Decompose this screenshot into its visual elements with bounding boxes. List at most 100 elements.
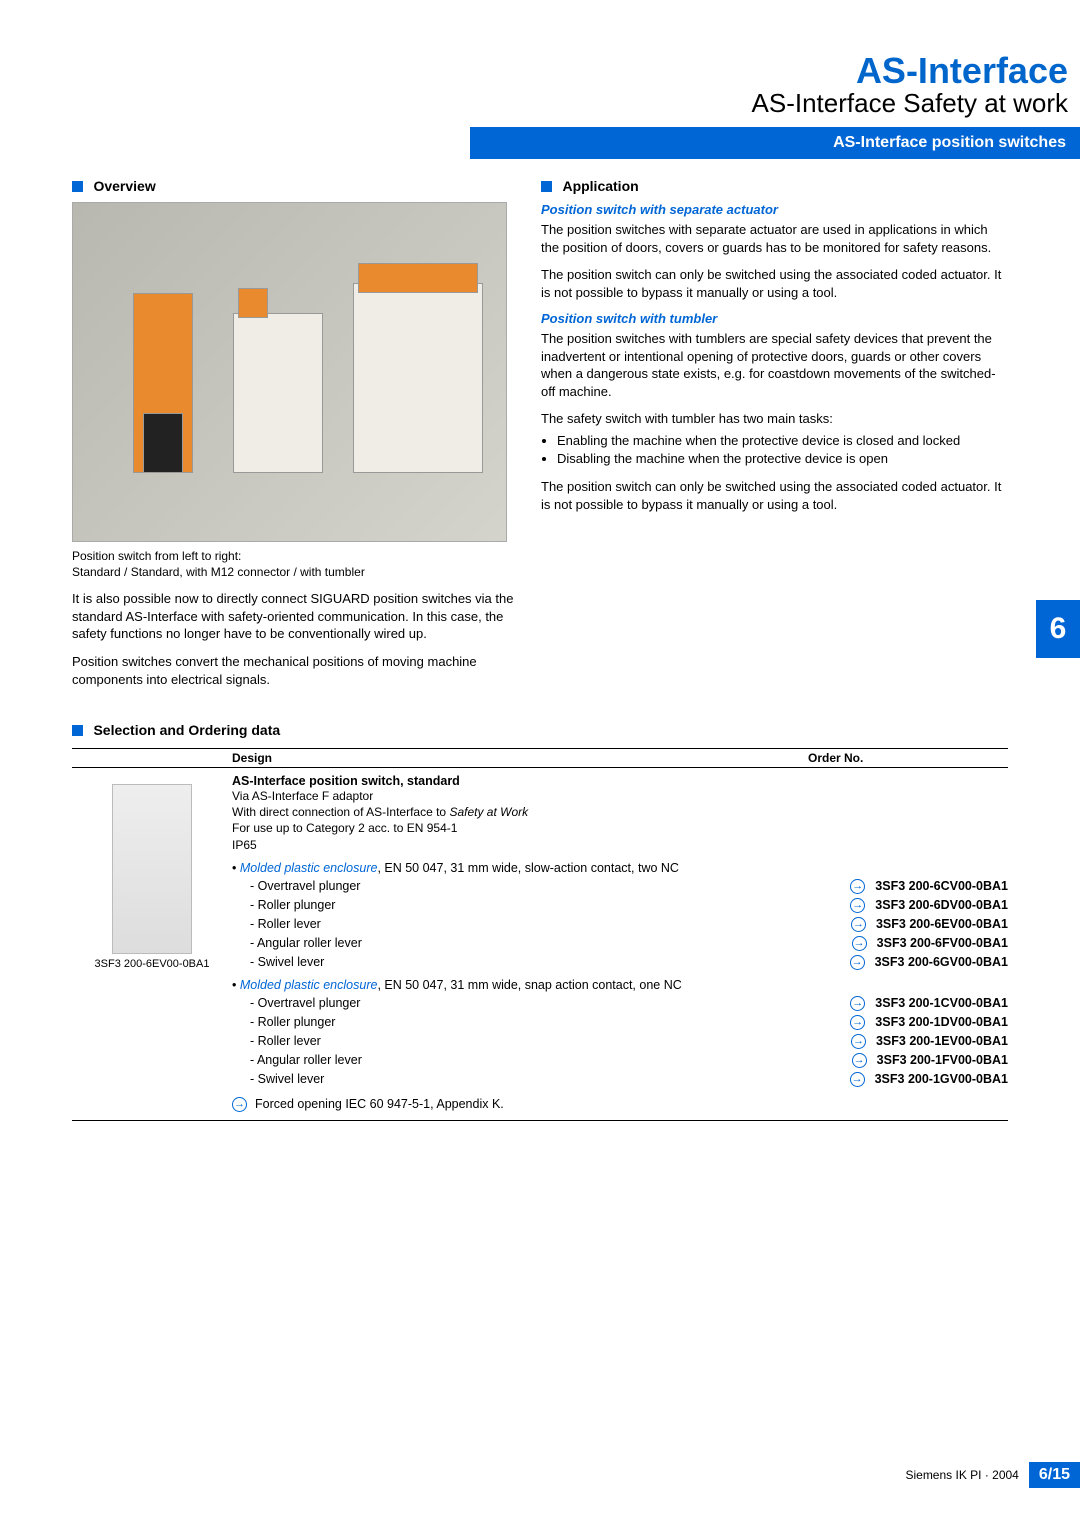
ordering-section: Selection and Ordering data Design Order…	[72, 722, 1008, 1121]
legend-text: Forced opening IEC 60 947-5-1, Appendix …	[255, 1097, 504, 1111]
ordering-row: - Angular roller lever→3SF3 200-1FV00-0B…	[232, 1053, 1008, 1068]
overview-image	[72, 202, 507, 542]
application-p5: The position switch can only be switched…	[541, 478, 1008, 513]
footer-page-number: 6/15	[1029, 1462, 1080, 1488]
ordering-row: - Angular roller lever → 3SF3 200-6FV00-0B…	[232, 936, 1008, 951]
ordering-row-label: - Overtravel plunger	[232, 996, 360, 1010]
ordering-row-right: → 3SF3 200-1CV00-0BA1	[850, 996, 1008, 1011]
th-orderno: Order No.	[808, 751, 1008, 765]
forced-opening-arrow-icon: →	[850, 1015, 865, 1030]
application-heading: Application	[562, 178, 638, 194]
overview-column: Overview Position switch from left to ri…	[72, 178, 517, 688]
ordering-row-right: →3SF3 200-1DV00-0BA1	[850, 1015, 1008, 1030]
page-footer: Siemens IK PI · 2004 6/15	[905, 1462, 1080, 1488]
section-marker-icon	[72, 725, 83, 736]
table-body: 3SF3 200-6EV00-0BA1 AS-Interface positio…	[72, 768, 1008, 1112]
product-thumbnail	[112, 784, 192, 954]
ordering-row: - Swivel lever → 3SF3 200-6GV00-0BA1	[232, 955, 1008, 970]
application-heading-wrap: Application	[541, 178, 1008, 196]
group1-line: • Molded plastic enclosure, EN 50 047, 3…	[232, 861, 1008, 875]
ordering-row-right: → 3SF3 200-6CV00-0BA1	[850, 879, 1008, 894]
product-sub-3: For use up to Category 2 acc. to EN 954-…	[232, 820, 1008, 836]
product-sub-2: With direct connection of AS-Interface t…	[232, 804, 1008, 820]
header-bluebar-text: AS-Interface position switches	[833, 134, 1066, 152]
order-number: 3SF3 200-1EV00-0BA1	[876, 1034, 1008, 1048]
ordering-row: - Overtravel plunger → 3SF3 200-1CV00-0BA1	[232, 996, 1008, 1011]
order-number: 3SF3 200-1CV00-0BA1	[875, 996, 1008, 1010]
group2-rows: - Overtravel plunger → 3SF3 200-1CV00-0BA1…	[232, 996, 1008, 1087]
group1-rest: , EN 50 047, 31 mm wide, slow-action con…	[377, 861, 679, 875]
table-header: Design Order No.	[72, 748, 1008, 768]
forced-opening-arrow-icon: →	[852, 1053, 867, 1068]
header-title-1: AS-Interface	[470, 50, 1080, 92]
ordering-row-label: - Roller lever	[232, 917, 321, 931]
application-bullet-1: Enabling the machine when the protective…	[557, 432, 1008, 450]
ordering-row: - Swivel lever→3SF3 200-1GV00-0BA1	[232, 1072, 1008, 1087]
ordering-row-label: - Roller plunger	[232, 898, 335, 912]
order-number: 3SF3 200-6EV00-0BA1	[876, 917, 1008, 931]
legend-row: → Forced opening IEC 60 947-5-1, Appendi…	[232, 1097, 1008, 1112]
section-marker-icon	[72, 181, 83, 192]
group2-rest: , EN 50 047, 31 mm wide, snap action con…	[377, 978, 681, 992]
ordering-row: - Roller lever→3SF3 200-1EV00-0BA1	[232, 1034, 1008, 1049]
section-marker-icon	[541, 181, 552, 192]
forced-opening-arrow-icon: →	[851, 1034, 866, 1049]
product-sub-1: Via AS-Interface F adaptor	[232, 788, 1008, 804]
ordering-table: Design Order No. 3SF3 200-6EV00-0BA1 AS-…	[72, 748, 1008, 1121]
ordering-row-right: → 3SF3 200-6FV00-0BA1	[852, 936, 1008, 951]
th-design: Design	[72, 751, 808, 765]
ordering-row-label: - Overtravel plunger	[232, 879, 360, 893]
product-title: AS-Interface position switch, standard	[232, 774, 1008, 788]
forced-opening-arrow-icon: →	[850, 879, 865, 894]
group2-ital: Molded plastic enclosure	[240, 978, 378, 992]
forced-opening-arrow-icon: →	[850, 1072, 865, 1087]
order-number: 3SF3 200-1FV00-0BA1	[877, 1053, 1008, 1067]
page-content: Overview Position switch from left to ri…	[72, 178, 1008, 1121]
application-sub1: Position switch with separate actuator	[541, 202, 1008, 217]
ordering-row-right: → 3SF3 200-6GV00-0BA1	[850, 955, 1008, 970]
ordering-row: - Overtravel plunger → 3SF3 200-6CV00-0BA1	[232, 879, 1008, 894]
group2-line: • Molded plastic enclosure, EN 50 047, 3…	[232, 978, 1008, 992]
product-sub-4: IP65	[232, 837, 1008, 853]
application-p2: The position switch can only be switched…	[541, 266, 1008, 301]
forced-opening-arrow-icon: →	[232, 1097, 247, 1112]
application-p1: The position switches with separate actu…	[541, 221, 1008, 256]
forced-opening-arrow-icon: →	[850, 996, 865, 1011]
header-title-2: AS-Interface Safety at work	[470, 88, 1080, 119]
group1-rows: - Overtravel plunger → 3SF3 200-6CV00-0BA1…	[232, 879, 1008, 970]
order-number: 3SF3 200-6DV00-0BA1	[875, 898, 1008, 912]
overview-caption-l1: Position switch from left to right:	[72, 548, 517, 564]
application-sub2: Position switch with tumbler	[541, 311, 1008, 326]
application-bullets: Enabling the machine when the protective…	[541, 432, 1008, 468]
ordering-row: - Roller lever → 3SF3 200-6EV00-0BA1	[232, 917, 1008, 932]
forced-opening-arrow-icon: →	[850, 955, 865, 970]
product-thumbnail-caption: 3SF3 200-6EV00-0BA1	[72, 958, 232, 970]
overview-para2: Position switches convert the mechanical…	[72, 653, 517, 688]
ordering-row-label: - Swivel lever	[232, 955, 324, 969]
order-number: 3SF3 200-6FV00-0BA1	[877, 936, 1008, 950]
application-p4: The safety switch with tumbler has two m…	[541, 410, 1008, 428]
footer-text: Siemens IK PI · 2004	[905, 1468, 1018, 1482]
overview-caption-l2: Standard / Standard, with M12 connector …	[72, 564, 517, 580]
ordering-row-right: → 3SF3 200-1EV00-0BA1	[851, 1034, 1008, 1049]
forced-opening-arrow-icon: →	[852, 936, 867, 951]
header-blue-bar: AS-Interface position switches	[470, 127, 1080, 159]
ordering-row-label: - Angular roller lever	[232, 936, 362, 950]
order-number: 3SF3 200-6CV00-0BA1	[875, 879, 1008, 893]
ordering-row-right: → 3SF3 200-1FV00-0BA1	[852, 1053, 1008, 1068]
table-image-column: 3SF3 200-6EV00-0BA1	[72, 768, 232, 1112]
ordering-row: - Roller plunger →3SF3 200-6DV00-0BA1	[232, 898, 1008, 913]
application-bullet-2: Disabling the machine when the protectiv…	[557, 450, 1008, 468]
order-number: 3SF3 200-6GV00-0BA1	[875, 955, 1008, 969]
overview-para1: It is also possible now to directly conn…	[72, 590, 517, 643]
product-sub-2a: With direct connection of AS-Interface t…	[232, 805, 449, 819]
group1-ital: Molded plastic enclosure	[240, 861, 378, 875]
section-tab: 6	[1036, 600, 1080, 658]
forced-opening-arrow-icon: →	[851, 917, 866, 932]
product-sub-2b: Safety at Work	[449, 805, 528, 819]
overview-heading: Overview	[93, 178, 155, 194]
ordering-row-right: →3SF3 200-6DV00-0BA1	[850, 898, 1008, 913]
ordering-row: - Roller plunger→3SF3 200-1DV00-0BA1	[232, 1015, 1008, 1030]
table-main-column: AS-Interface position switch, standard V…	[232, 768, 1008, 1112]
ordering-row-right: →3SF3 200-1GV00-0BA1	[850, 1072, 1008, 1087]
